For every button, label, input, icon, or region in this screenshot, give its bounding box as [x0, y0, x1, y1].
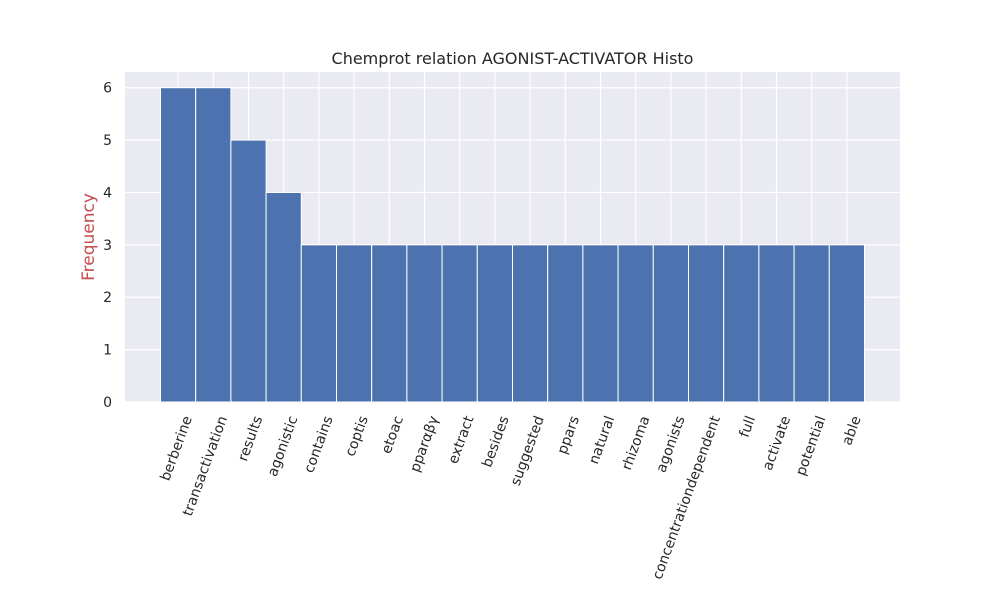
- bar-full: [723, 244, 760, 403]
- bar-berberine: [160, 87, 197, 403]
- x-tick-label: concentrationdependent: [650, 413, 724, 581]
- x-tick-label: rhizoma: [619, 414, 653, 472]
- y-axis-ticks: 0 1 2 3 4 5 6: [103, 81, 112, 411]
- y-tick-label: 6: [103, 81, 112, 97]
- bar-potential: [793, 244, 830, 403]
- y-tick-label: 1: [103, 343, 112, 359]
- y-axis-label: Frequency: [79, 193, 99, 281]
- x-tick-label: etoac: [379, 414, 407, 456]
- bar-coptis: [336, 244, 373, 403]
- bars: [160, 87, 865, 403]
- bar-extract: [441, 244, 478, 403]
- x-tick-label: suggested: [508, 414, 548, 488]
- x-tick-label: contains: [301, 414, 336, 475]
- bar-rhizoma: [617, 244, 654, 403]
- bar-results: [230, 139, 267, 403]
- y-tick-label: 0: [103, 395, 112, 411]
- bar-ppars: [547, 244, 584, 403]
- y-tick-label: 4: [103, 185, 112, 201]
- x-tick-label: pparαβγ: [407, 414, 442, 475]
- x-tick-label: extract: [445, 413, 477, 466]
- bar-activate: [758, 244, 795, 403]
- x-tick-label: berberine: [158, 414, 196, 483]
- bar-besides: [476, 244, 513, 403]
- y-tick-label: 2: [103, 290, 112, 306]
- x-tick-label: full: [737, 414, 759, 440]
- bar-able: [828, 244, 865, 403]
- x-tick-label: ppars: [555, 414, 584, 457]
- bar-pparαβγ: [406, 244, 443, 403]
- bar-agonists: [652, 244, 689, 403]
- bar-contains: [300, 244, 337, 403]
- x-tick-label: natural: [586, 414, 618, 467]
- chart-title: Chemprot relation AGONIST-ACTIVATOR Hist…: [332, 49, 694, 68]
- bar-concentrationdependent: [688, 244, 725, 403]
- x-tick-label: activate: [760, 414, 794, 473]
- x-tick-label: agonistic: [265, 414, 302, 479]
- bar-transactivation: [195, 87, 232, 403]
- x-tick-label: agonists: [653, 414, 688, 475]
- x-tick-label: results: [235, 414, 266, 464]
- x-tick-label: potential: [793, 414, 829, 478]
- y-tick-label: 5: [103, 133, 112, 149]
- bar-etoac: [371, 244, 408, 403]
- y-tick-label: 3: [103, 238, 112, 254]
- x-tick-label: able: [839, 414, 864, 448]
- bar-natural: [582, 244, 619, 403]
- bar-suggested: [512, 244, 549, 403]
- bar-agonistic: [265, 191, 302, 403]
- x-tick-label: besides: [479, 414, 512, 470]
- x-tick-label: coptis: [343, 414, 372, 459]
